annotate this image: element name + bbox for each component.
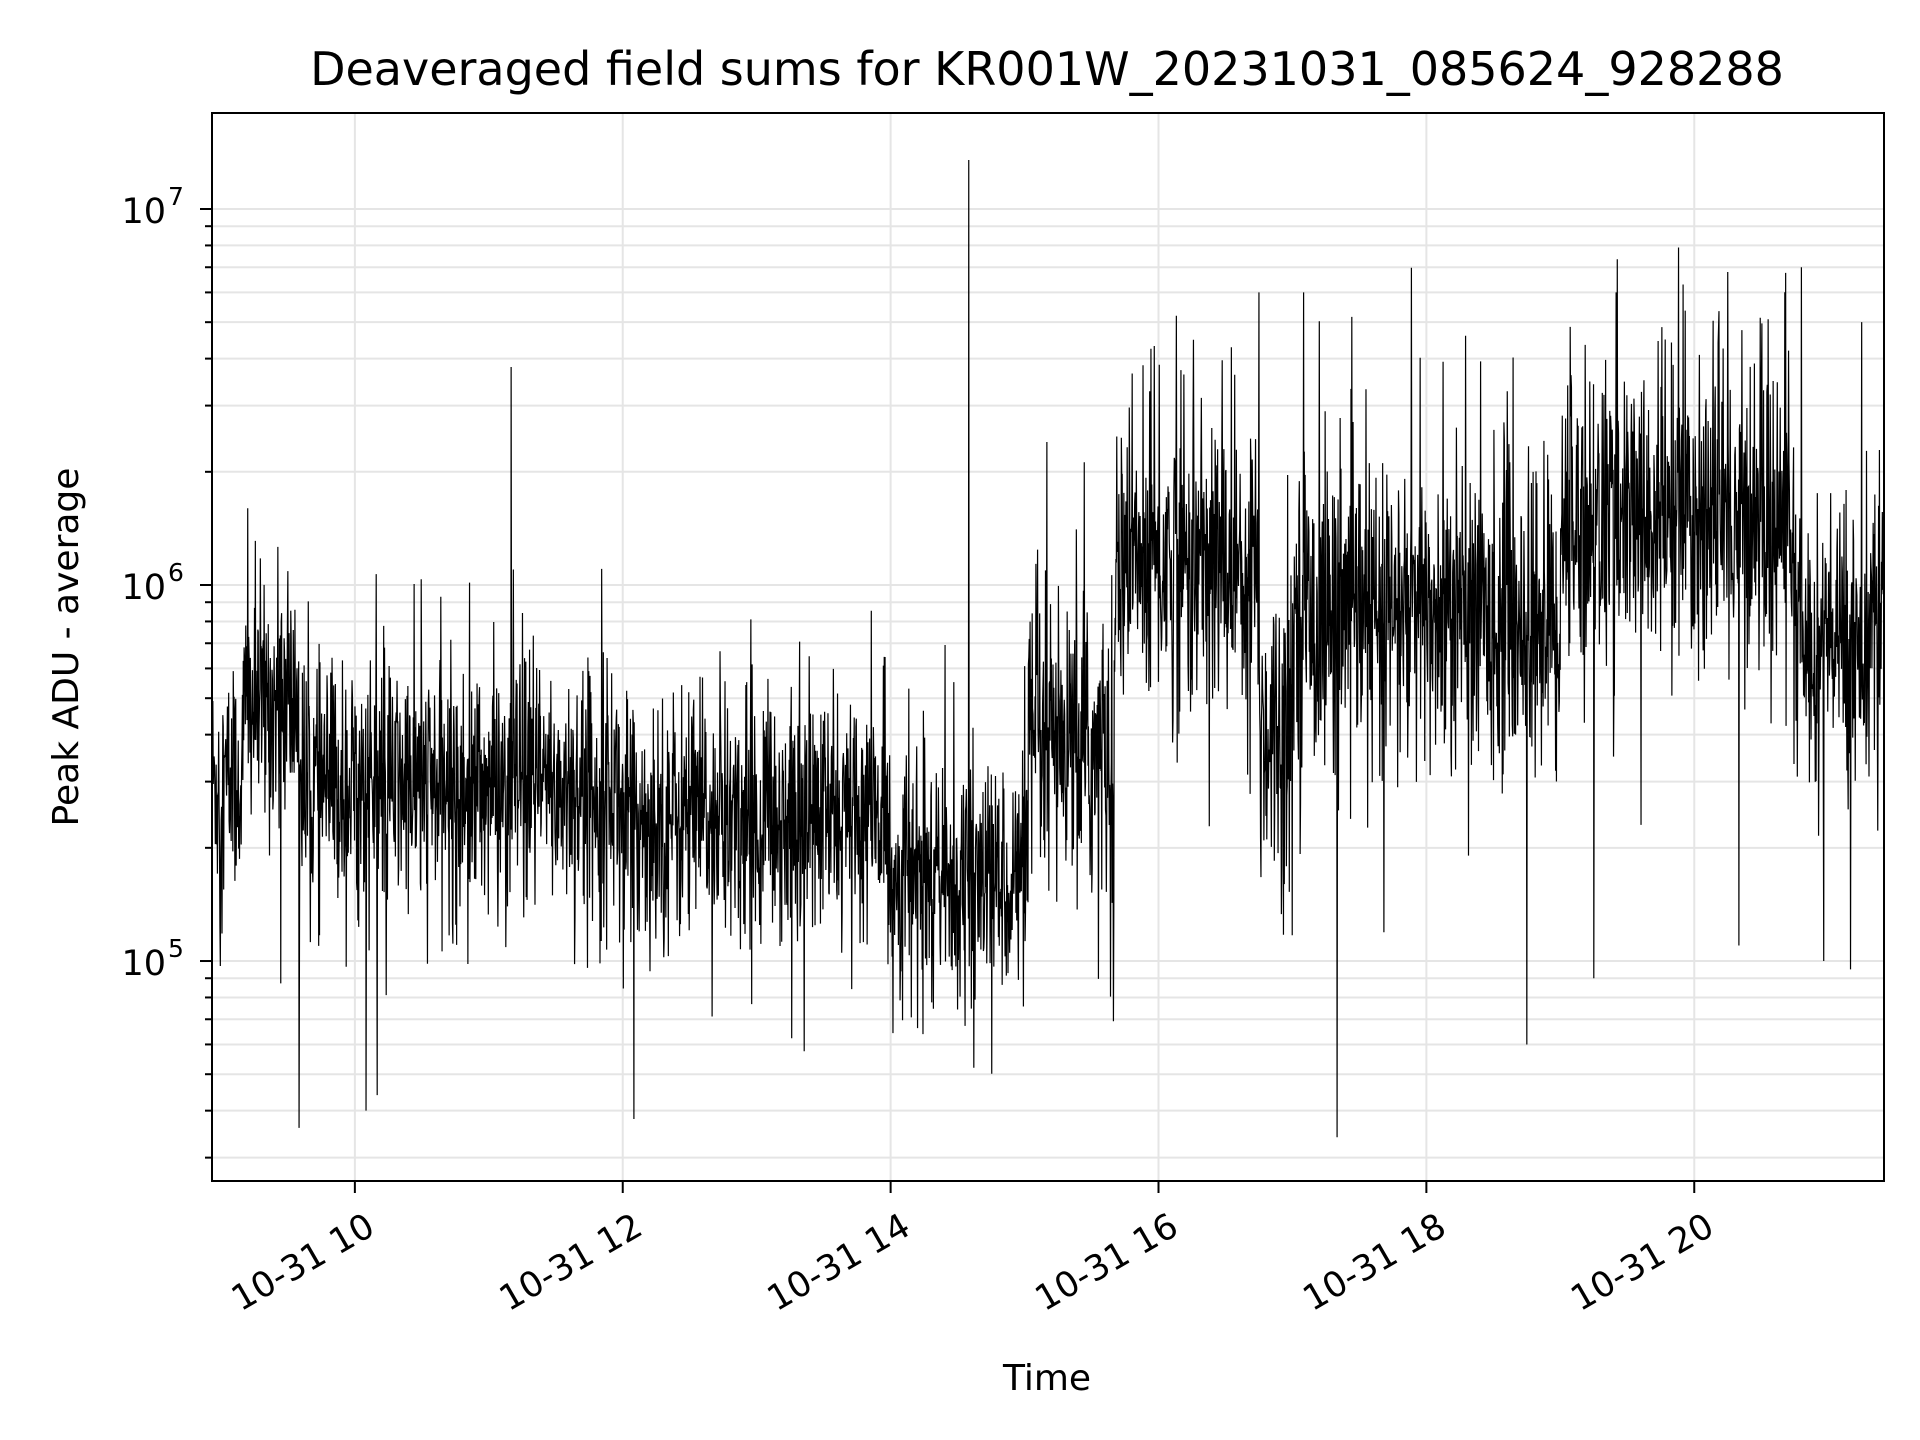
y-tick-label: 10 7 <box>121 182 183 232</box>
x-tick-label: 10-31 10 <box>225 1206 381 1319</box>
x-tick-label: 10-31 12 <box>493 1206 649 1319</box>
x-tick-label: 10-31 18 <box>1297 1206 1453 1319</box>
plot-area-frame <box>211 112 1885 1182</box>
y-tick-base: 10 <box>121 192 166 232</box>
y-tick-label: 10 6 <box>121 558 183 608</box>
y-tick-exponent: 6 <box>168 558 184 587</box>
chart-title: Deaveraged field sums for KR001W_2023103… <box>310 42 1784 96</box>
y-tick-exponent: 5 <box>168 934 184 963</box>
x-axis-label: Time <box>1002 1358 1091 1399</box>
y-tick-exponent: 7 <box>168 182 184 211</box>
y-tick-base: 10 <box>121 944 166 984</box>
series-line <box>211 159 1885 1138</box>
y-axis-label: Peak ADU - average <box>46 468 87 827</box>
x-tick-label: 10-31 20 <box>1564 1206 1720 1319</box>
grid-lines <box>212 113 1884 1181</box>
data-series <box>211 159 1885 1138</box>
y-tick-label: 10 5 <box>121 934 183 984</box>
x-tick-label: 10-31 16 <box>1029 1206 1185 1319</box>
y-tick-base: 10 <box>121 568 166 608</box>
x-tick-label: 10-31 14 <box>761 1206 917 1319</box>
x-axis-ticks: 10-31 10 10-31 12 10-31 14 10-31 16 10-31 18… <box>225 1181 1721 1319</box>
